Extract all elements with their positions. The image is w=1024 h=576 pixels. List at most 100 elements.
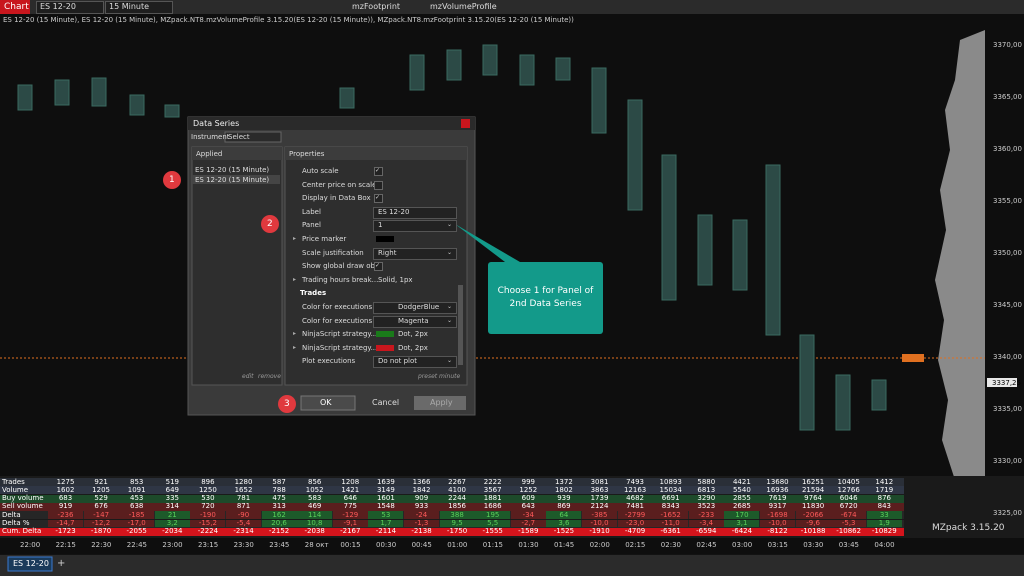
dropdown-arrow[interactable]: ⌄	[447, 221, 453, 229]
price-label: 3335,00	[993, 405, 1022, 413]
table-cell: 1421	[341, 485, 360, 494]
instrument[interactable]: ES 12-20	[40, 2, 76, 11]
row-label: Buy volume	[2, 494, 44, 503]
table-cell: -9,6	[795, 519, 831, 527]
property-label: Color for executions -...	[302, 316, 384, 325]
table-cell: 1739	[590, 494, 609, 503]
table-cell: 9,5	[439, 519, 475, 527]
time-label: 23:30	[233, 541, 254, 549]
property-value[interactable]: ES 12-20	[378, 207, 410, 216]
section-label[interactable]: Trades	[300, 289, 327, 298]
table-cell: -1870	[90, 527, 112, 536]
interval[interactable]: 15 Minute	[109, 2, 150, 11]
value-field[interactable]	[373, 356, 457, 369]
table-cell: 1052	[305, 485, 324, 494]
property-value[interactable]: Right	[378, 248, 397, 257]
table-cell: 313	[272, 502, 286, 511]
property-label: Auto scale	[302, 167, 339, 175]
list-link[interactable]: edit	[242, 373, 254, 380]
table-cell: 11830	[801, 502, 825, 511]
preset-link[interactable]: preset minute	[418, 373, 461, 380]
dropdown-arrow[interactable]: ⌄	[447, 357, 453, 365]
row-label: Trades	[2, 477, 25, 486]
property-label: NinjaScript strategy...	[302, 343, 378, 352]
table-cell: -385	[582, 511, 617, 519]
table-cell: 643	[521, 502, 535, 511]
expand-arrow[interactable]: ▸	[293, 330, 297, 338]
table-cell: -10,0	[582, 519, 617, 527]
expand-arrow[interactable]: ▸	[293, 275, 297, 283]
property-label: Color for executions -...	[302, 303, 384, 311]
table-cell: 529	[94, 494, 108, 503]
indicator-button[interactable]: mzFootprint	[352, 2, 401, 11]
instrument-dropdown[interactable]: Select	[228, 133, 250, 141]
time-label: 01:30	[518, 541, 539, 549]
value-field[interactable]	[373, 220, 457, 233]
table-cell: 896	[201, 477, 215, 486]
expand-arrow[interactable]: ▸	[293, 343, 297, 351]
expand-arrow[interactable]: ▸	[293, 235, 297, 242]
indicator-button[interactable]: mzVolumeProfile	[430, 2, 497, 11]
checkbox[interactable]: ✓	[374, 262, 383, 272]
value-field[interactable]	[373, 302, 457, 314]
time-label: 01:00	[447, 541, 468, 549]
property-value[interactable]: Solid, 1px	[378, 275, 413, 284]
value-field[interactable]	[373, 206, 457, 219]
property-value[interactable]: DodgerBlue	[398, 303, 440, 311]
table-cell: 3081	[590, 477, 609, 486]
applied-series[interactable]: ES 12-20 (15 Minute)	[195, 176, 270, 184]
checkbox[interactable]: ✓	[374, 194, 383, 204]
bottom-tab[interactable]: ES 12-20	[13, 559, 49, 568]
table-cell: 1842	[412, 485, 431, 494]
dialog-button[interactable]: OK	[320, 398, 332, 407]
applied-series[interactable]: ES 12-20 (15 Minute)	[195, 166, 270, 174]
time-label: 00:30	[376, 541, 397, 549]
property-value[interactable]: Magenta	[398, 316, 429, 325]
dropdown-arrow[interactable]: ⌄	[447, 303, 453, 310]
checkbox[interactable]: ✓	[374, 167, 383, 176]
interval-select[interactable]	[105, 1, 173, 14]
table-cell: 53	[368, 511, 404, 519]
property-value[interactable]: Dot, 2px	[398, 343, 428, 352]
table-cell: -1652	[653, 511, 689, 519]
instrument-select[interactable]	[36, 1, 104, 14]
table-cell: 1372	[554, 477, 573, 486]
dropdown-arrow[interactable]: ⌄	[447, 248, 453, 256]
table-cell: 21	[154, 511, 190, 519]
table-cell: -34	[510, 511, 546, 519]
dialog-button[interactable]: Apply	[430, 398, 453, 407]
time-label: 22:00	[20, 541, 41, 549]
table-cell: -190	[190, 511, 226, 519]
value-field[interactable]	[373, 315, 457, 328]
dropdown-arrow[interactable]: ⌄	[447, 316, 453, 324]
table-cell: -4709	[624, 527, 646, 536]
chart-tab[interactable]: Chart	[4, 2, 29, 12]
table-cell: 335	[165, 494, 179, 503]
table-cell: 2685	[732, 502, 751, 511]
table-cell: 843	[877, 502, 891, 511]
table-cell: 1548	[376, 502, 395, 511]
time-label: 04:00	[874, 541, 895, 549]
checkbox[interactable]	[374, 180, 383, 190]
add-tab[interactable]: +	[57, 558, 66, 569]
property-value[interactable]: 1	[378, 221, 383, 230]
table-cell: -1723	[55, 527, 76, 536]
table-cell: -6594	[696, 527, 717, 536]
dialog-button[interactable]: Cancel	[372, 398, 400, 407]
price-label: 3355,00	[993, 197, 1022, 205]
time-label: 02:30	[660, 541, 681, 549]
table-cell: 676	[94, 502, 108, 511]
property-value[interactable]: Dot, 2px	[398, 330, 428, 339]
property-value[interactable]: Do not plot	[378, 357, 418, 366]
table-cell: -15,2	[190, 519, 226, 527]
value-field[interactable]	[373, 247, 457, 260]
table-cell: 788	[272, 485, 286, 494]
table-cell: 469	[308, 502, 322, 511]
time-label: 03:00	[732, 541, 753, 549]
table-cell: -2034	[162, 527, 183, 536]
time-label: 02:15	[625, 541, 646, 549]
table-cell: 919	[58, 502, 73, 511]
table-cell: 3,1	[724, 519, 760, 527]
list-link[interactable]: remove	[258, 373, 281, 380]
table-cell: 609	[521, 494, 535, 503]
